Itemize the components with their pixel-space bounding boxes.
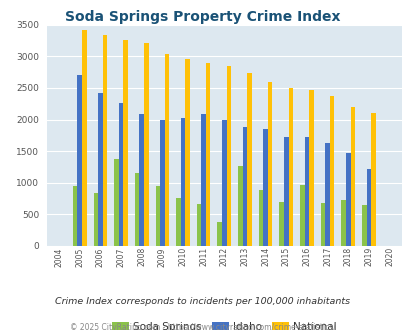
Bar: [361, 205, 366, 246]
Bar: [176, 198, 180, 246]
Bar: [324, 143, 329, 246]
Text: Soda Springs Property Crime Index: Soda Springs Property Crime Index: [65, 10, 340, 24]
Bar: [98, 93, 102, 246]
Bar: [180, 118, 185, 246]
Bar: [267, 82, 272, 246]
Bar: [164, 54, 169, 246]
Bar: [258, 190, 263, 246]
Bar: [226, 66, 230, 246]
Bar: [341, 200, 345, 246]
Bar: [119, 103, 123, 246]
Bar: [123, 40, 128, 246]
Bar: [82, 30, 86, 246]
Bar: [102, 35, 107, 246]
Bar: [284, 137, 288, 246]
Bar: [279, 202, 284, 246]
Bar: [242, 127, 247, 246]
Text: © 2025 CityRating.com - https://www.cityrating.com/crime-statistics/: © 2025 CityRating.com - https://www.city…: [70, 323, 335, 330]
Bar: [205, 63, 210, 246]
Bar: [134, 173, 139, 246]
Text: Crime Index corresponds to incidents per 100,000 inhabitants: Crime Index corresponds to incidents per…: [55, 297, 350, 306]
Bar: [329, 96, 334, 246]
Bar: [201, 115, 205, 246]
Bar: [288, 88, 292, 246]
Bar: [299, 185, 304, 246]
Bar: [320, 203, 324, 246]
Bar: [155, 186, 160, 246]
Bar: [304, 137, 309, 246]
Bar: [73, 186, 77, 246]
Bar: [370, 113, 375, 246]
Bar: [238, 166, 242, 246]
Bar: [185, 59, 190, 246]
Bar: [144, 43, 148, 246]
Bar: [93, 193, 98, 246]
Bar: [217, 222, 222, 246]
Bar: [77, 75, 82, 246]
Legend: Soda Springs, Idaho, National: Soda Springs, Idaho, National: [108, 317, 340, 330]
Bar: [222, 119, 226, 246]
Bar: [263, 129, 267, 246]
Bar: [160, 120, 164, 246]
Bar: [366, 169, 370, 246]
Bar: [114, 159, 119, 246]
Bar: [139, 114, 144, 246]
Bar: [350, 107, 354, 246]
Bar: [345, 153, 350, 246]
Bar: [196, 204, 201, 246]
Bar: [309, 90, 313, 246]
Bar: [247, 73, 251, 246]
